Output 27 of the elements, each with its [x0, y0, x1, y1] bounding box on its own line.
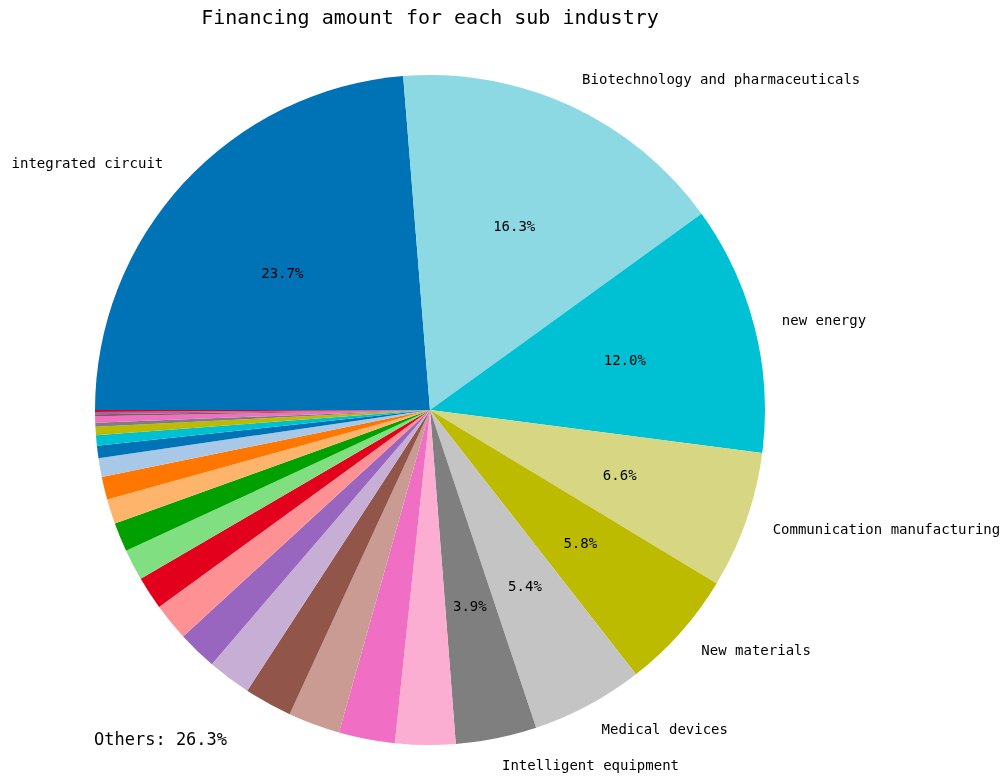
data-label: 12.0%: [603, 351, 647, 368]
text: Others: 26.3%: [94, 729, 228, 749]
slice-label: Biotechnology and pharmaceuticals: [582, 71, 861, 88]
pie-slice: [114, 410, 430, 551]
pie-slice: [247, 410, 430, 715]
slice-label: new energy: [781, 311, 867, 328]
pie-slice: [107, 410, 430, 524]
pie-slice: [183, 410, 430, 665]
slice-label: Communication manufacturing: [772, 520, 1001, 537]
data-label: 5.4%: [508, 578, 543, 595]
pie-slice: [140, 410, 430, 608]
data-label: 5.8%: [563, 534, 598, 551]
slice-label: Medical devices: [601, 720, 728, 737]
pie-slice: [403, 75, 702, 410]
pie-slice: [338, 410, 430, 744]
data-label: 23.7%: [261, 264, 304, 281]
pie-slice: [289, 410, 430, 733]
data-label: 6.6%: [602, 467, 638, 484]
slice-label: Intelligent equipment: [502, 756, 680, 773]
chart-title: Financing amount for each sub industry: [201, 5, 659, 29]
pie-slice: [98, 410, 430, 477]
data-label: 16.3%: [493, 218, 536, 235]
slice-label: integrated circuit: [11, 154, 164, 171]
data-label: 3.9%: [453, 598, 488, 615]
pie-slice: [430, 213, 765, 454]
slice-label: New materials: [701, 642, 811, 659]
pie-slice: [211, 410, 430, 691]
